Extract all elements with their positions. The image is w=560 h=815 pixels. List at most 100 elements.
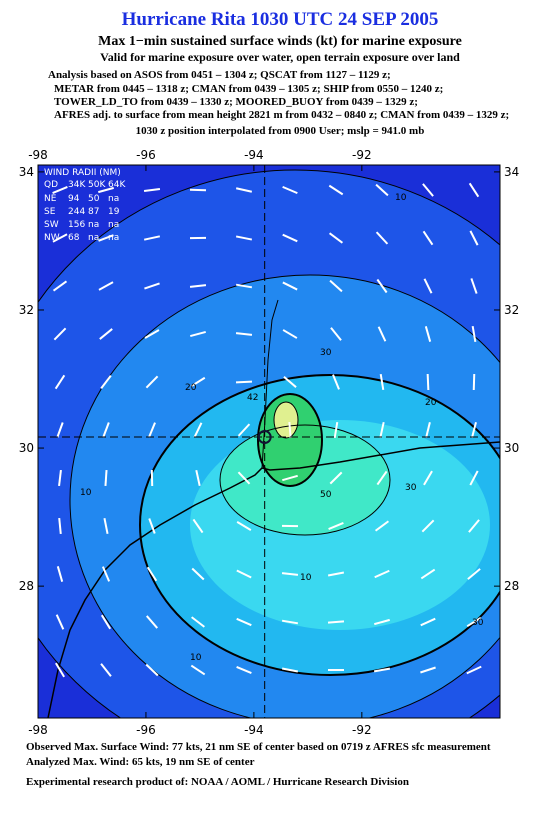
wind-arrow bbox=[425, 421, 431, 439]
wind-arrow bbox=[191, 616, 205, 628]
wind-arrow bbox=[422, 230, 434, 246]
y-tick-label: 32 bbox=[19, 303, 34, 317]
radii-cell: NE bbox=[44, 194, 57, 204]
wind-arrow bbox=[100, 614, 112, 630]
radii-cell: 244 bbox=[68, 207, 85, 217]
wind-arrow bbox=[189, 188, 207, 192]
y-tick-label: 28 bbox=[19, 579, 34, 593]
wind-arrow bbox=[375, 231, 389, 245]
wind-arrow bbox=[56, 422, 64, 438]
radii-cell: na bbox=[108, 194, 119, 204]
contour-label: 30 bbox=[472, 618, 484, 628]
wind-arrow bbox=[329, 471, 343, 485]
wind-arrow bbox=[374, 569, 390, 579]
radii-cell: na bbox=[108, 233, 119, 243]
wind-arrow bbox=[282, 185, 298, 195]
wind-arrow bbox=[146, 566, 158, 582]
radii-cell: 68 bbox=[68, 233, 80, 243]
wind-arrow bbox=[468, 519, 480, 533]
radii-cell: 50 bbox=[88, 194, 100, 204]
validity: Valid for marine exposure over water, op… bbox=[100, 50, 460, 64]
wind-arrow bbox=[424, 326, 432, 342]
contour-label: 10 bbox=[395, 193, 407, 203]
contour-label: 10 bbox=[300, 573, 312, 583]
y-tick-label: 34 bbox=[504, 165, 519, 179]
wind-arrow bbox=[328, 522, 344, 530]
wind-arrow bbox=[237, 471, 251, 485]
radii-cell: 87 bbox=[88, 207, 99, 217]
wind-arrow bbox=[328, 184, 344, 196]
wind-arrow bbox=[422, 183, 434, 197]
analysis-line: METAR from 0445 – 1318 z; CMAN from 0439… bbox=[54, 83, 443, 95]
contour-label: 10 bbox=[190, 653, 202, 663]
analysis-line: TOWER_LD_TO from 0439 – 1330 z; MOORED_B… bbox=[54, 96, 418, 108]
wind-arrow bbox=[333, 421, 339, 439]
wind-arrow bbox=[190, 330, 206, 338]
x-tick-label: -92 bbox=[352, 148, 372, 162]
wind-arrow bbox=[469, 230, 479, 246]
wind-arrow bbox=[144, 282, 160, 290]
wind-field bbox=[38, 165, 500, 718]
wind-arrow bbox=[235, 332, 253, 336]
wind-arrow bbox=[189, 284, 207, 288]
wind-arrow bbox=[100, 663, 112, 677]
wind-arrow bbox=[58, 517, 62, 535]
wind-arrow bbox=[53, 327, 67, 341]
contour-label: 20 bbox=[185, 383, 197, 393]
wind-arrow bbox=[52, 280, 68, 292]
x-tick-label: -94 bbox=[244, 723, 264, 737]
wind-arrow bbox=[373, 667, 391, 673]
wind-arrow bbox=[423, 470, 433, 486]
wind-arrow bbox=[374, 618, 390, 626]
wind-arrow bbox=[282, 281, 298, 291]
wind-arrow bbox=[467, 568, 481, 580]
wind-arrow bbox=[420, 617, 436, 627]
wind-arrow bbox=[420, 568, 436, 580]
radii-cell: SW bbox=[44, 220, 59, 230]
wind-arrow bbox=[100, 375, 112, 389]
y-tick-label: 30 bbox=[19, 441, 34, 455]
wind-arrow bbox=[191, 567, 205, 581]
wind-arrow bbox=[98, 234, 114, 242]
radii-header: QD bbox=[44, 180, 58, 190]
position-note: 1030 z position interpolated from 0900 U… bbox=[136, 125, 425, 137]
radii-cell: NW bbox=[44, 233, 60, 243]
wind-arrow bbox=[56, 566, 64, 582]
wind-arrow bbox=[288, 421, 292, 439]
radii-cell: 19 bbox=[108, 207, 120, 217]
radii-cell: 156 bbox=[68, 220, 85, 230]
analysis-line: Analysis based on ASOS from 0451 – 1304 … bbox=[48, 69, 391, 81]
wind-arrow bbox=[148, 422, 156, 438]
footer: Observed Max. Surface Wind: 77 kts, 21 n… bbox=[0, 740, 560, 788]
wind-arrow bbox=[466, 616, 482, 628]
wind-arrow bbox=[193, 422, 203, 438]
wind-arrow bbox=[282, 233, 298, 243]
wind-arrow bbox=[195, 469, 201, 487]
wind-arrow bbox=[281, 667, 299, 673]
contour-label: 42 bbox=[247, 393, 258, 403]
x-tick-label: -96 bbox=[136, 148, 156, 162]
wind-arrow bbox=[469, 470, 479, 486]
wind-arrow bbox=[101, 566, 111, 582]
x-tick-label: -98 bbox=[28, 148, 48, 162]
wind-radii: WIND RADII (NM) QD 34K 50K 64K NE 94 50 na SE 244 8… bbox=[44, 168, 126, 243]
y-tick-label: 32 bbox=[504, 303, 519, 317]
x-tick-label: -92 bbox=[352, 723, 372, 737]
wind-arrow bbox=[235, 283, 253, 289]
wind-arrow bbox=[236, 569, 252, 579]
wind-arrow bbox=[98, 281, 114, 291]
x-tick-label: -96 bbox=[136, 723, 156, 737]
wind-arrow bbox=[143, 235, 161, 241]
radii-header: 34K bbox=[68, 180, 86, 190]
wind-arrow bbox=[374, 520, 390, 532]
wind-arrow bbox=[58, 469, 62, 487]
wind-arrow bbox=[471, 422, 477, 438]
wind-arrow bbox=[235, 380, 253, 384]
wind-arrow bbox=[190, 376, 206, 388]
wind-arrow bbox=[52, 186, 68, 194]
analyzed: Analyzed Max. Wind: 65 kts, 19 nm SE of … bbox=[26, 756, 255, 768]
wind-arrow bbox=[236, 666, 252, 674]
wind-arrow bbox=[327, 571, 345, 577]
subtitle: Max 1−min sustained surface winds (kt) f… bbox=[98, 34, 462, 49]
title: Hurricane Rita 1030 UTC 24 SEP 2005 bbox=[122, 9, 439, 30]
